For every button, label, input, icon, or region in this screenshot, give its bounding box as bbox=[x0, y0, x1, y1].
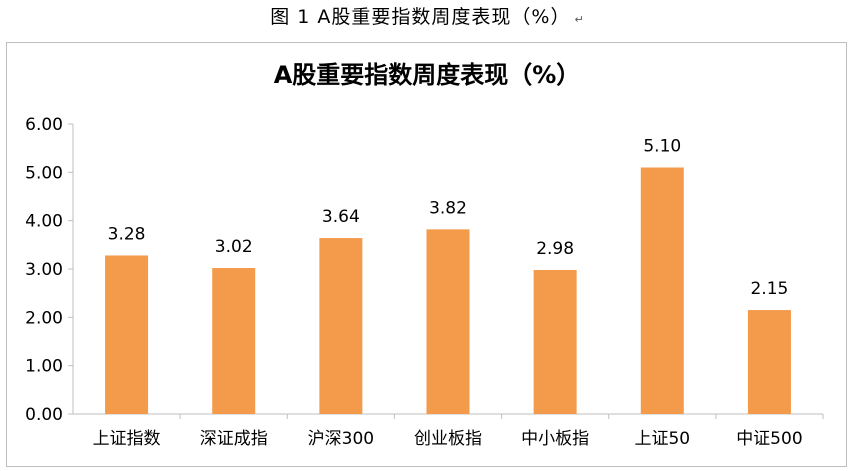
bar bbox=[426, 229, 470, 414]
x-category-label: 沪深300 bbox=[308, 429, 374, 449]
y-tick-label: 2.00 bbox=[25, 308, 63, 328]
x-category-label: 创业板指 bbox=[414, 429, 482, 449]
y-tick-label: 1.00 bbox=[25, 357, 63, 377]
x-category-label: 深证成指 bbox=[200, 429, 268, 449]
y-tick-label: 3.00 bbox=[25, 260, 63, 280]
x-axis-labels: 上证指数 深证成指 沪深300 创业板指 中小板指 上证50 中证500 bbox=[93, 414, 824, 449]
bar bbox=[319, 238, 363, 414]
figure-caption: 图 1 A股重要指数周度表现（%） ↵ bbox=[0, 2, 855, 29]
y-tick-label: 4.00 bbox=[25, 212, 63, 232]
data-labels: 3.28 3.02 3.64 3.82 2.98 5.10 2.15 bbox=[108, 137, 789, 300]
y-axis-ticks: 0.00 1.00 2.00 3.00 4.00 5.00 6.00 bbox=[25, 115, 73, 425]
y-tick-label: 6.00 bbox=[25, 115, 63, 135]
bar bbox=[212, 268, 256, 414]
bar-value-label: 3.02 bbox=[215, 237, 253, 257]
bar-series bbox=[105, 167, 791, 414]
x-category-label: 中证500 bbox=[736, 429, 802, 449]
x-category-label: 中小板指 bbox=[521, 429, 589, 449]
bar bbox=[747, 310, 791, 414]
y-tick-label: 0.00 bbox=[25, 405, 63, 425]
bar-value-label: 3.64 bbox=[322, 207, 360, 227]
x-category-label: 上证指数 bbox=[93, 429, 161, 449]
bar bbox=[533, 269, 577, 414]
chart-title: A股重要指数周度表现（%） bbox=[274, 61, 581, 89]
x-category-label: 上证50 bbox=[634, 429, 690, 449]
bar-value-label: 2.98 bbox=[536, 239, 574, 259]
bar-value-label: 5.10 bbox=[643, 137, 681, 157]
figure-caption-text: 图 1 A股重要指数周度表现（%） bbox=[270, 6, 571, 28]
bar-value-label: 3.28 bbox=[108, 224, 146, 244]
bar bbox=[105, 255, 149, 414]
bar-value-label: 3.82 bbox=[429, 198, 467, 218]
y-tick-label: 5.00 bbox=[25, 163, 63, 183]
bar-value-label: 2.15 bbox=[750, 279, 788, 299]
paragraph-mark-icon: ↵ bbox=[574, 13, 585, 26]
bar bbox=[640, 167, 684, 414]
